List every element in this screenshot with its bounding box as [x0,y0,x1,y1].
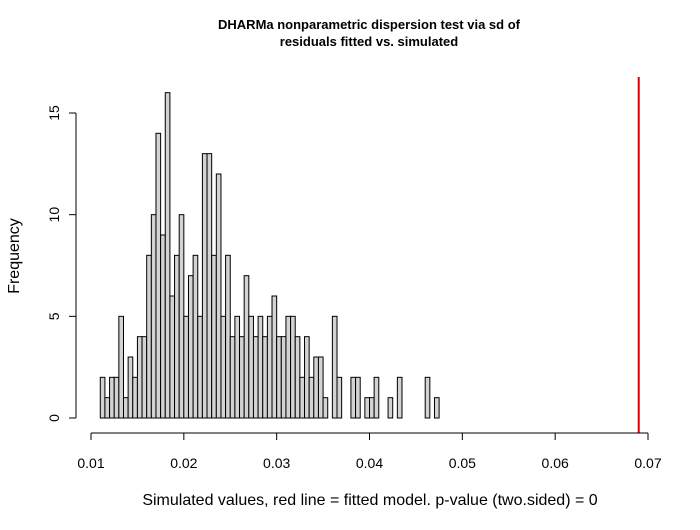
y-tick-label: 5 [46,312,62,320]
histogram-bar [336,376,343,419]
histogram-bar [229,336,236,419]
histogram-bar [146,254,152,419]
histogram-bar [262,336,268,419]
histogram-bar [285,315,292,419]
histogram-bar [118,315,124,419]
histogram-bar [178,214,185,419]
histogram-bar [113,376,120,419]
histogram-bar [122,397,129,419]
histogram-bar [373,376,380,419]
histogram-bar [183,315,189,419]
histogram-bar [294,336,301,419]
histogram-bar [387,397,394,419]
x-tick-label: 0.03 [263,455,290,471]
histogram-bar [290,315,296,419]
histogram-bar [317,356,324,419]
histogram-bars [99,92,440,419]
y-tick-label: 15 [46,105,62,121]
histogram-bar [136,336,143,419]
x-tick-label: 0.05 [449,455,476,471]
histogram-bar [322,397,329,419]
histogram-bar [220,315,227,419]
histogram-bar [433,397,440,419]
x-tick-label: 0.06 [542,455,569,471]
histogram-bar [169,295,176,419]
histogram-bar [215,173,222,419]
histogram-bar [141,336,148,419]
histogram-bar [225,254,231,419]
histogram-bar [243,275,250,419]
histogram-bar [331,315,338,419]
y-axis-label: Frequency [6,218,23,294]
histogram-bar [257,315,264,419]
histogram-bar [234,315,241,419]
histogram-bar [192,254,199,419]
histogram-bar [150,214,157,419]
histogram-bar [276,336,282,419]
y-tick-label: 10 [46,207,62,223]
histogram-bar [271,295,278,419]
histogram-bar [104,397,111,419]
histogram-bar [364,397,370,419]
histogram-bar [350,376,357,419]
histogram-bar [99,376,106,419]
x-tick-label: 0.02 [170,455,197,471]
histogram-bar [239,336,245,419]
histogram-bar [280,336,287,419]
histogram-bar [174,254,180,419]
x-axis-label: Simulated values, red line = fitted mode… [142,492,597,509]
histogram-bar [313,356,319,419]
chart-title-line-1: DHARMa nonparametric dispersion test via… [218,17,521,32]
histogram-bar [266,315,273,419]
y-axis: 0 5 10 15 [46,105,77,422]
histogram-bar [109,376,115,419]
histogram-bar [132,376,138,419]
histogram-bar [187,275,194,419]
histogram-bar [369,397,375,419]
histogram-bar [304,336,310,419]
chart-title-line-2: residuals fitted vs. simulated [280,34,459,49]
histogram-bar [248,315,254,419]
histogram-bar [164,92,171,419]
histogram-bar [424,376,431,419]
x-tick-label: 0.01 [77,455,104,471]
histogram-bar [308,376,315,419]
histogram-bar [211,254,217,419]
x-tick-label: 0.07 [634,455,661,471]
histogram-bar [206,153,213,419]
histogram-bar [355,376,361,419]
histogram-bar [252,336,259,419]
histogram-bar [197,315,203,419]
histogram-bar [396,376,403,419]
histogram-bar [127,356,134,419]
y-tick-label: 0 [46,414,62,422]
histogram-bar [160,234,166,419]
histogram-bar [155,132,162,419]
histogram-bar [299,376,306,419]
histogram-bar [201,153,208,419]
x-axis: 0.01 0.02 0.03 0.04 0.05 0.06 0.07 [77,432,662,471]
x-tick-label: 0.04 [356,455,383,471]
